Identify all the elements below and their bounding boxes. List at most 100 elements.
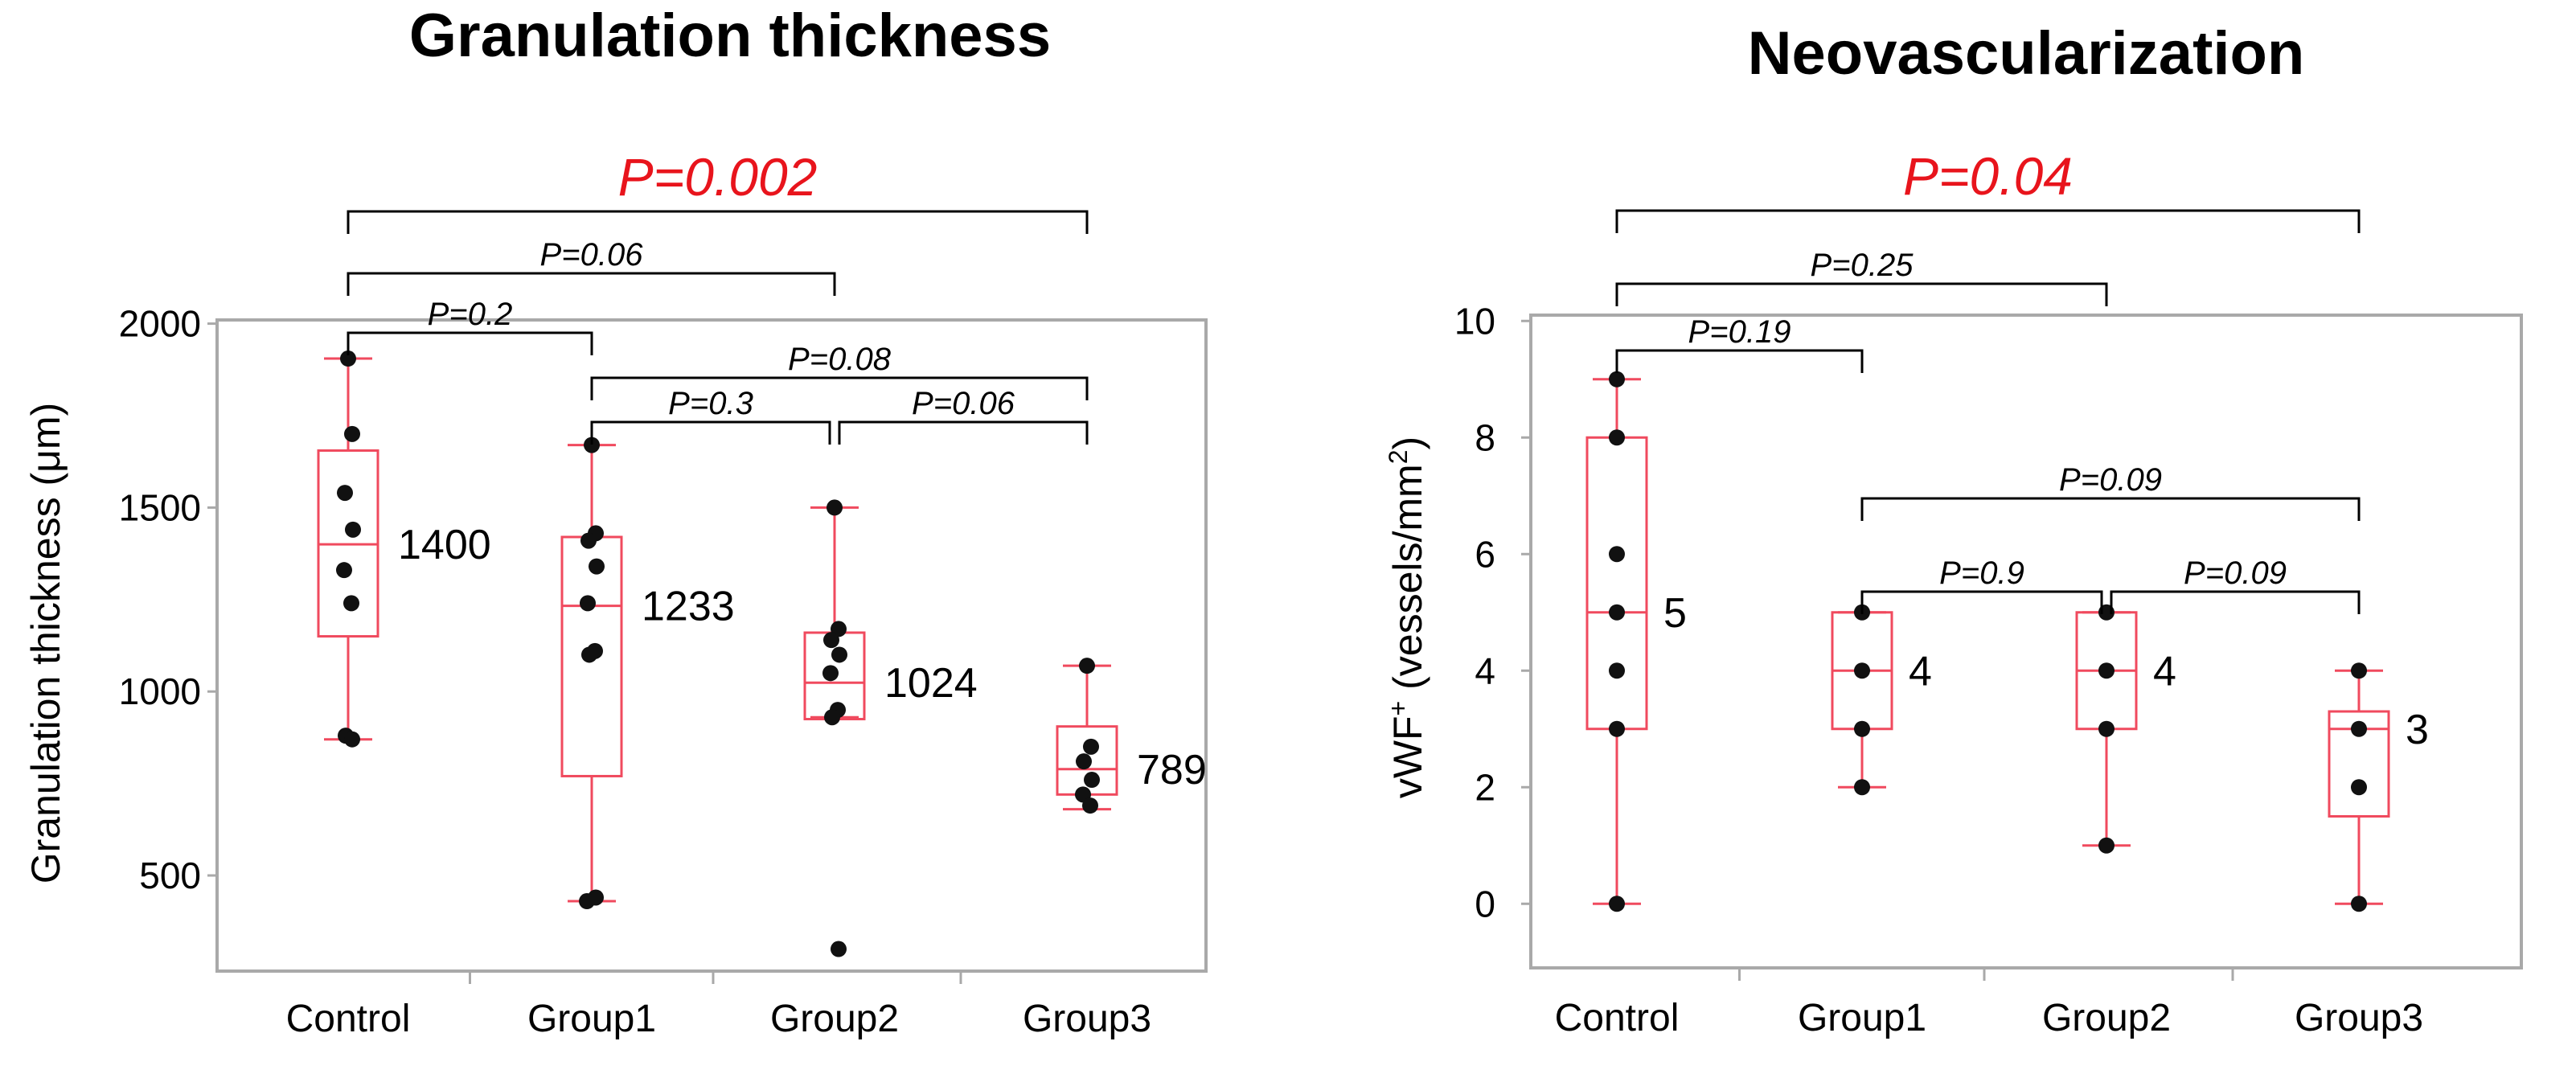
data-point [831,646,847,663]
neovascularization-y-tick-label: 4 [1475,650,1495,691]
bracket-line [1615,349,1864,373]
neovascularization-comparison-bracket: P=0.19 [1615,314,1864,373]
granulation-y-axis-label: Granulation thickness (μm) [23,403,68,883]
p-value-label: P=0.09 [2184,555,2287,591]
data-point [579,893,595,910]
median-label: 3 [2406,707,2429,753]
neovascularization-y-ticks: 0 2 4 6 8 10 [1454,300,1531,924]
neovascularization-boxes: 5 4 4 3 [1585,371,2429,912]
granulation-panel: Granulation thickness Granulation thickn… [23,2,1208,1040]
data-point [345,521,361,538]
granulation-y-tick-label: 500 [139,855,201,896]
neovascularization-comparison-bracket: P=0.09 [1860,462,2361,521]
data-point [1609,371,1625,387]
data-point [580,595,596,612]
bracket-line [347,272,836,296]
median-label: 5 [1663,590,1687,637]
granulation-boxes: 1400 1233 1024 789 [317,350,1207,957]
p-value-label: P=0.3 [668,386,753,421]
neovascularization-comparison-brackets: P=0.04 P=0.25 P=0.19 P=0.09 P=0.9 P=0.09 [1615,146,2361,614]
neovascularization-plot-frame [1529,314,2523,969]
median-label: 4 [1909,648,1932,695]
data-point [1083,738,1099,755]
neovascularization-panel: Neovascularization vWF+ (vessels/mm2) 0 2… [1384,19,2523,1039]
granulation-category-label: Control [286,998,411,1040]
granulation-x-categories: Control Group1 Group2 Group3 [286,971,1151,1040]
neovascularization-comparison-bracket: P=0.25 [1615,248,2108,306]
granulation-box-control: 1400 [317,350,491,748]
p-value-label: P=0.08 [788,342,892,377]
neovascularization-comparison-bracket: P=0.04 [1615,146,2361,233]
p-value-label: P=0.06 [540,237,644,273]
neovascularization-category-label: Control [1555,997,1680,1039]
data-point [337,485,353,502]
p-value-label: P=0.06 [912,386,1015,421]
data-point [2098,662,2115,679]
granulation-title: Granulation thickness [409,2,1051,70]
data-point [1609,896,1625,912]
highlighted-p-value: P=0.04 [1903,146,2073,206]
data-point [343,595,359,612]
median-label: 789 [1137,747,1207,793]
bracket-line [590,376,1089,400]
data-point [1609,429,1625,446]
neovascularization-y-tick-label: 6 [1475,533,1495,575]
iqr-box [2328,710,2390,818]
neovascularization-title: Neovascularization [1748,19,2305,88]
data-point [823,632,839,649]
data-point [336,562,352,579]
data-point [831,941,847,957]
data-point [2098,837,2115,854]
granulation-plot-frame [215,318,1208,973]
data-point [1079,658,1095,674]
data-point [824,709,840,726]
data-point [589,558,605,575]
data-point [2351,662,2367,679]
neovascularization-category-label: Group1 [1798,997,1926,1039]
neovascularization-box-group1: 4 [1831,604,1932,796]
bracket-line [2110,590,2361,614]
bracket-line [1860,497,2361,521]
neovascularization-category-label: Group3 [2295,997,2423,1039]
neovascularization-y-tick-label: 8 [1475,416,1495,458]
neovascularization-x-categories: Control Group1 Group2 Group3 [1555,968,2423,1039]
granulation-comparison-bracket: P=0.06 [838,386,1089,445]
median-label: 1233 [642,584,735,630]
granulation-comparison-bracket: P=0.002 [347,147,1089,234]
data-point [2098,720,2115,737]
data-point [1609,546,1625,563]
data-point [2351,720,2367,737]
granulation-comparison-bracket: P=0.06 [347,237,836,296]
neovascularization-y-axis-label: vWF+ (vessels/mm2) [1384,437,1430,798]
granulation-comparison-brackets: P=0.002 P=0.06 P=0.2 P=0.08 P=0.3 P=0.06 [347,147,1089,445]
p-value-label: P=0.25 [1811,248,1914,283]
highlighted-p-value: P=0.002 [618,147,818,207]
neovascularization-category-label: Group2 [2042,997,2171,1039]
bracket-line [1615,282,2108,306]
neovascularization-box-group2: 4 [2075,604,2176,854]
neovascularization-box-group3: 3 [2328,662,2429,912]
granulation-comparison-bracket: P=0.3 [590,386,831,445]
granulation-comparison-bracket: P=0.2 [347,297,593,355]
p-value-label: P=0.09 [2059,462,2162,498]
neovascularization-comparison-bracket: P=0.9 [1860,555,2103,614]
bracket-line [590,420,831,445]
data-point [1854,720,1870,737]
data-point [1084,772,1100,789]
granulation-comparison-bracket: P=0.08 [590,342,1089,400]
p-value-label: P=0.2 [428,297,513,332]
granulation-box-group3: 789 [1056,658,1207,814]
granulation-y-tick-label: 1500 [119,486,201,528]
data-point [344,731,360,748]
granulation-box-group2: 1024 [803,499,978,957]
bracket-line [838,420,1089,445]
bracket-line [347,331,593,355]
data-point [1609,604,1625,621]
granulation-category-label: Group2 [770,998,899,1040]
data-point [1854,662,1870,679]
neovascularization-y-tick-label: 2 [1475,766,1495,808]
bracket-line [347,210,1089,234]
data-point [581,646,597,663]
neovascularization-y-tick-label: 10 [1454,300,1495,342]
